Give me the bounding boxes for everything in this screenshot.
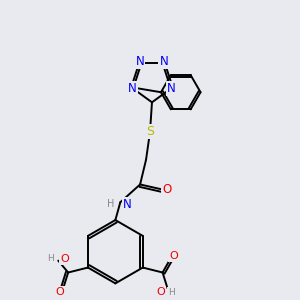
Text: H: H bbox=[48, 254, 54, 263]
Text: O: O bbox=[56, 287, 64, 297]
Text: N: N bbox=[167, 82, 176, 95]
Text: N: N bbox=[123, 198, 132, 211]
Text: H: H bbox=[107, 199, 114, 209]
Text: O: O bbox=[157, 287, 166, 297]
Text: H: H bbox=[168, 288, 175, 297]
Text: N: N bbox=[136, 56, 145, 68]
Text: O: O bbox=[162, 183, 171, 196]
Text: O: O bbox=[60, 254, 69, 264]
Text: S: S bbox=[146, 125, 154, 139]
Text: N: N bbox=[128, 82, 136, 95]
Text: O: O bbox=[169, 251, 178, 261]
Text: N: N bbox=[159, 56, 168, 68]
